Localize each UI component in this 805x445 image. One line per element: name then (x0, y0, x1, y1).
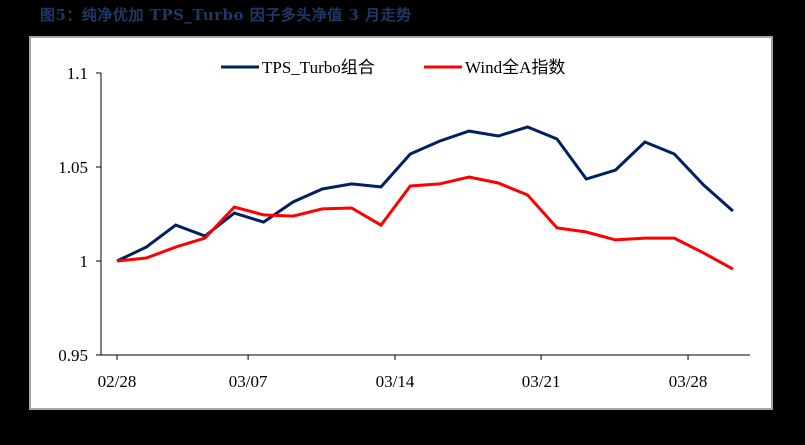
figure-title: 图5：纯净优加 TPS_Turbo 因子多头净值 3 月走势 (40, 6, 412, 24)
legend-label-tps-turbo: TPS_Turbo组合 (262, 58, 375, 77)
y-tick-label: 1.1 (67, 64, 88, 83)
series-lines (116, 125, 734, 271)
legend: TPS_Turbo组合 Wind全A指数 (221, 58, 565, 77)
x-tick-label: 03/21 (522, 372, 561, 391)
x-tick-label: 03/14 (376, 372, 415, 391)
y-tick-label: 1 (80, 252, 89, 271)
x-tick-label: 03/28 (669, 372, 708, 391)
legend-label-wind-a: Wind全A指数 (465, 58, 565, 77)
y-tick-label: 1.05 (58, 158, 88, 177)
chart-panel (29, 36, 773, 410)
x-tick-label: 02/28 (98, 372, 137, 391)
series-line-wind-a (116, 175, 734, 271)
series-line-tps-turbo (116, 125, 734, 263)
axes: 0.95 1 1.05 1.1 02/28 03/07 03/14 03/21 03/28 (58, 64, 750, 391)
y-tick-label: 0.95 (58, 346, 88, 365)
x-tick-label: 03/07 (229, 372, 268, 391)
